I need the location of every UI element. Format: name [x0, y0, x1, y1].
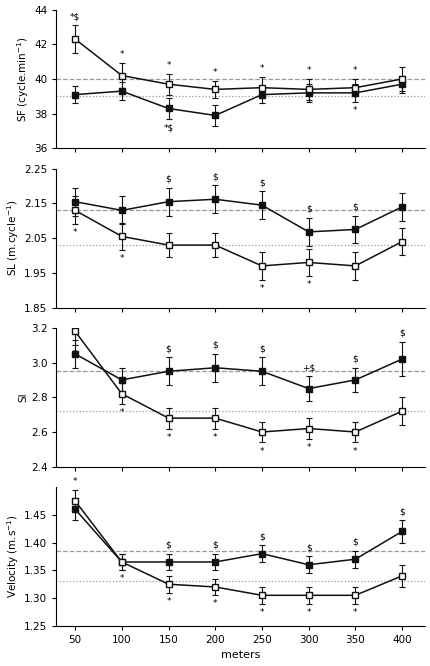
Text: $: $	[352, 354, 357, 364]
Text: *: *	[212, 67, 217, 77]
Text: *: *	[306, 608, 310, 617]
Text: *: *	[119, 50, 124, 59]
Text: $: $	[305, 543, 311, 552]
Text: $: $	[212, 172, 218, 181]
Text: *: *	[352, 447, 357, 456]
Text: +$: +$	[301, 363, 315, 372]
Text: $: $	[398, 507, 404, 516]
Text: *: *	[259, 284, 264, 293]
Text: $: $	[212, 341, 218, 350]
Text: *: *	[166, 433, 170, 442]
Text: $: $	[352, 537, 357, 547]
X-axis label: meters: meters	[221, 651, 260, 661]
Text: *: *	[73, 477, 77, 486]
Y-axis label: SF (cycle.min$^{-1}$): SF (cycle.min$^{-1}$)	[15, 37, 31, 122]
Text: *: *	[119, 254, 124, 264]
Text: *: *	[306, 443, 310, 452]
Text: *: *	[73, 350, 77, 358]
Text: *: *	[352, 106, 357, 115]
Text: $: $	[258, 344, 264, 353]
Text: $: $	[165, 541, 171, 549]
Text: *: *	[352, 66, 357, 75]
Text: *: *	[119, 575, 124, 583]
Text: $: $	[305, 205, 311, 214]
Text: *: *	[259, 64, 264, 73]
Text: *: *	[306, 280, 310, 290]
Text: *: *	[166, 61, 170, 70]
Text: *: *	[73, 228, 77, 237]
Text: *: *	[352, 608, 357, 617]
Text: $: $	[352, 202, 357, 211]
Text: *$: *$	[163, 123, 173, 132]
Text: $: $	[258, 532, 264, 541]
Text: $: $	[165, 174, 171, 184]
Y-axis label: SI: SI	[18, 392, 28, 402]
Text: $: $	[212, 541, 218, 549]
Text: *$: *$	[70, 12, 80, 21]
Text: *: *	[212, 599, 217, 609]
Y-axis label: SL (m.cycle$^{-1}$): SL (m.cycle$^{-1}$)	[6, 200, 22, 276]
Text: *: *	[259, 447, 264, 456]
Text: *: *	[166, 597, 170, 605]
Text: $: $	[165, 344, 171, 353]
Y-axis label: Velocity (m.s$^{-1}$): Velocity (m.s$^{-1}$)	[6, 515, 22, 598]
Text: $: $	[258, 178, 264, 187]
Text: *: *	[212, 433, 217, 442]
Text: *: *	[119, 408, 124, 418]
Text: *: *	[306, 66, 310, 75]
Text: $: $	[398, 328, 404, 338]
Text: *: *	[259, 608, 264, 617]
